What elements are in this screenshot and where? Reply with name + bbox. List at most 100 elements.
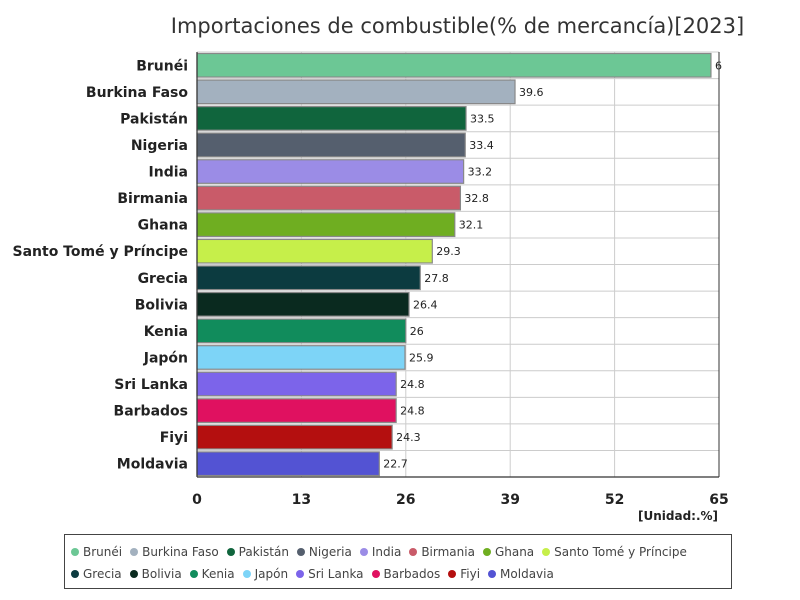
legend-label: Grecia [83,567,122,581]
data-labels: 6 39.6 33.5 33.4 33.2 32.8 32.1 29.3 27.8 26.4 26 2… [383,59,722,470]
legend-item[interactable]: Sri Lanka [296,563,364,585]
category-label: Nigeria [131,138,188,154]
legend-item[interactable]: Pakistán [226,541,289,563]
category-label: Burkina Faso [86,85,188,101]
legend-item[interactable]: Ghana [482,541,535,563]
legend-label: Nigeria [308,545,352,559]
legend-marker [226,548,235,556]
legend-marker [542,548,551,556]
bar [196,451,380,477]
chart-title: Importaciones de combustible(% de mercan… [170,14,745,38]
legend-marker [448,570,457,578]
category-label: Moldavia [117,457,188,473]
category-label: Brunéi [136,58,188,74]
legend-label: Sri Lanka [308,567,364,581]
legend-item[interactable]: Nigeria [296,541,352,563]
legend-marker [488,570,497,578]
legend-marker [71,548,79,556]
bar [196,398,397,423]
bar [196,291,410,317]
bar [196,345,406,370]
legend-label: Kenia [201,567,235,581]
bar [196,265,421,291]
legend-label: Santo Tomé y Príncipe [554,545,687,559]
legend-item[interactable]: Birmania [409,541,475,563]
bar [196,212,456,238]
legend-label: Fiyi [460,567,481,581]
bar [196,238,433,264]
category-label: Barbados [114,404,188,420]
data-label: 22.7 [383,458,408,471]
category-label: Sri Lanka [114,377,188,393]
data-label: 26.4 [413,298,438,311]
legend-marker [242,570,251,578]
category-label: Grecia [138,271,188,287]
legend-item[interactable]: Bolivia [129,563,182,585]
bar [196,185,462,211]
legend-label: Barbados [383,567,441,581]
bar [196,159,465,184]
legend-label: Japón [254,567,289,581]
legend-label: India [371,545,402,559]
unit-label: [Unidad:.%] [638,509,719,523]
legend-marker [189,570,198,578]
legend-item[interactable]: Fiyi [448,563,480,585]
data-label: 32.8 [464,192,489,205]
bar [196,132,466,158]
data-label: 32.1 [459,219,484,232]
bar [196,52,712,78]
legend-label: Burkina Faso [142,545,219,559]
data-label: 26 [410,325,424,338]
category-label: Birmania [117,191,188,207]
legend-item[interactable]: Japón [242,563,289,585]
data-label: 24.8 [400,405,425,418]
legend-label: Pakistán [238,545,289,559]
legend-marker [296,570,305,578]
legend-item[interactable]: Brunéi [71,541,122,563]
legend-marker [130,548,139,556]
category-label: Bolivia [135,297,188,313]
category-label: India [149,165,188,181]
data-label: 29.3 [436,245,461,258]
legend-item[interactable]: Barbados [371,563,441,585]
x-tick-label: 65 [709,492,728,508]
data-label: 25.9 [409,351,434,364]
data-label: 27.8 [424,272,449,285]
data-label: 33.5 [470,112,495,125]
legend-label: Brunéi [83,545,123,559]
category-label: Santo Tomé y Príncipe [13,244,189,260]
legend-item[interactable]: Moldavia [488,563,554,585]
legend-label: Birmania [421,545,475,559]
legend-item[interactable]: Grecia [71,563,122,585]
legend-label: Ghana [494,545,535,559]
x-tick-label: 52 [605,492,624,508]
data-label: 6 [715,59,722,72]
category-label: Kenia [144,324,188,340]
x-tick-label: 13 [292,492,311,508]
bar [196,79,516,105]
category-label: Pakistán [120,111,188,127]
category-label: Ghana [138,218,188,234]
legend-label: Bolivia [141,567,182,581]
category-label: Fiyi [160,430,188,446]
legend-item[interactable]: India [359,541,402,563]
legend: Brunéi Burkina Faso Pakistán Nigeria India Bi… [64,534,732,589]
bar [196,424,393,450]
data-label: 24.8 [400,378,425,391]
bars [196,52,712,477]
legend-marker [482,548,491,556]
legend-item[interactable]: Burkina Faso [130,541,219,563]
legend-marker [371,570,380,578]
x-tick-label: 39 [500,492,519,508]
legend-item[interactable]: Kenia [189,563,235,585]
data-label: 24.3 [396,431,421,444]
data-label: 33.4 [469,139,494,152]
legend-marker [129,570,138,578]
category-labels: Brunéi Burkina Faso Pakistán Nigeria India Bi… [13,58,189,472]
bar [196,106,467,131]
data-label: 33.2 [468,166,493,179]
legend-marker [359,548,368,556]
legend-item[interactable]: Santo Tomé y Príncipe [542,541,687,563]
x-tick-label: 0 [192,492,202,508]
